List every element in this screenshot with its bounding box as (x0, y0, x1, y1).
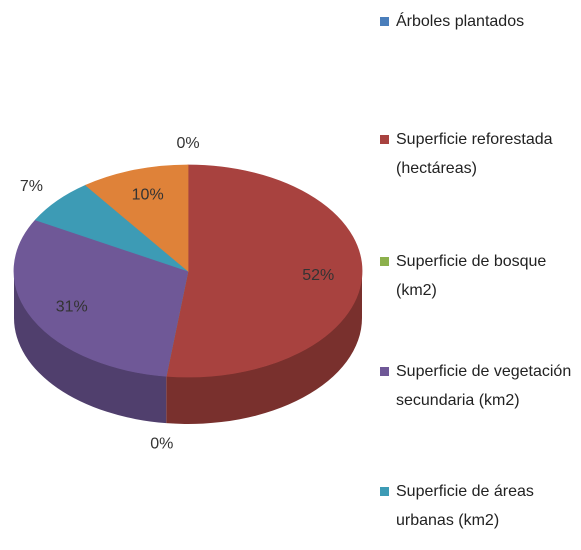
legend-label: Superficie reforestada (hectáreas) (396, 131, 553, 177)
legend-item: Árboles plantados (380, 7, 576, 36)
legend-item: Superficie reforestada (hectáreas) (380, 125, 576, 183)
data-label: 0% (176, 135, 199, 152)
legend-item: Superficie de áreas urbanas (km2) (380, 477, 576, 535)
legend-swatch (380, 17, 389, 26)
data-label: 7% (20, 178, 43, 195)
pie-sides (14, 271, 362, 424)
legend-swatch (380, 487, 389, 496)
slice-side (166, 271, 362, 424)
legend-item: Superficie de bosque (km2) (380, 247, 576, 305)
slice (84, 164, 189, 272)
data-label: 31% (56, 298, 88, 315)
slice (165, 164, 363, 378)
legend-label: Árboles plantados (396, 13, 525, 30)
slice-side (14, 271, 167, 424)
data-label: 10% (132, 187, 164, 204)
legend-swatch (380, 135, 389, 144)
legend-label: Superficie de vegetación secundaria (km2… (396, 363, 572, 409)
legend-item: Superficie de vegetación secundaria (km2… (380, 357, 576, 415)
data-label: 0% (150, 435, 173, 452)
slice (13, 219, 189, 377)
data-label: 52% (302, 267, 334, 284)
legend-swatch (380, 257, 389, 266)
legend-swatch (380, 367, 389, 376)
legend-label: Superficie de bosque (km2) (396, 253, 547, 299)
legend-label: Superficie de áreas urbanas (km2) (396, 483, 534, 529)
